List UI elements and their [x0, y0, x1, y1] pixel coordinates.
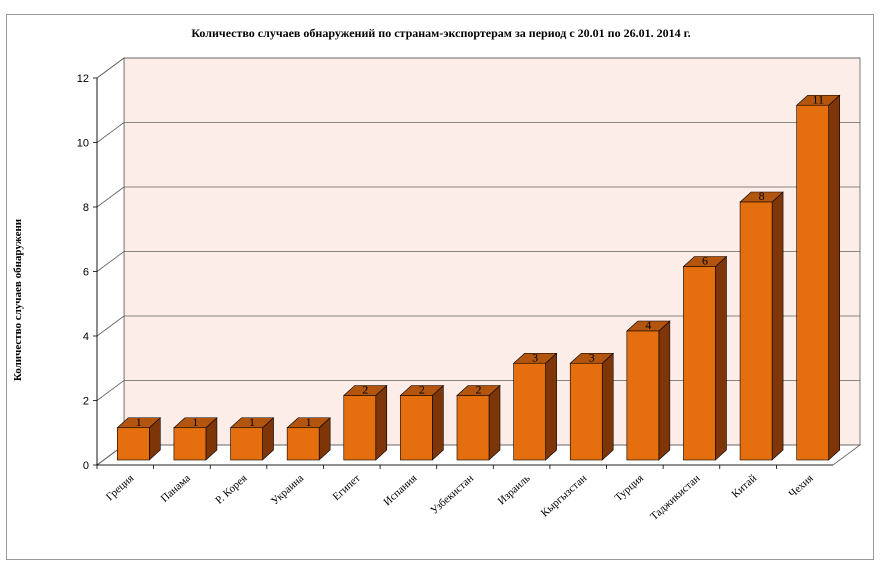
bar-front: [343, 395, 377, 461]
bar-side: [488, 384, 501, 461]
y-tick-label: 4: [83, 331, 89, 343]
bar-side: [432, 384, 444, 461]
data-label: 1: [192, 415, 198, 429]
bar-side: [828, 94, 840, 461]
gridline-diagonal: [96, 380, 125, 401]
gridline-diagonal: [96, 251, 125, 272]
data-label: 1: [136, 415, 142, 429]
gridline-diagonal: [96, 315, 125, 337]
data-label: 2: [476, 383, 482, 397]
bar-front: [117, 427, 150, 461]
bar: [116, 417, 162, 461]
bar: [456, 384, 501, 461]
bar-side: [375, 384, 388, 461]
bar-side: [545, 352, 557, 461]
bar-side: [601, 352, 614, 461]
gridline-diagonal: [96, 186, 125, 208]
x-tick-label: Чехия: [787, 472, 816, 500]
x-tick-label: Кыргызстан: [539, 472, 590, 519]
chart-title: Количество случаев обнаружений по страна…: [191, 26, 691, 40]
x-tick-label: Египет: [330, 472, 362, 503]
bar-front: [569, 362, 603, 461]
y-tick-label: 6: [83, 267, 89, 279]
data-label: 4: [645, 318, 651, 332]
x-tick-label: Израиль: [496, 472, 533, 507]
x-tick-label: Украина: [269, 472, 306, 507]
x-tick-label: Турция: [613, 472, 646, 504]
bar-side: [658, 320, 671, 461]
gridlines: [96, 57, 860, 466]
bars: [116, 94, 841, 461]
bar-front: [739, 201, 773, 461]
gridline-diagonal: [96, 57, 125, 79]
y-tick-label: 10: [77, 138, 89, 150]
bar-side: [771, 191, 784, 461]
bar: [682, 255, 728, 461]
y-tick-label: 0: [83, 460, 89, 472]
data-label: 1: [249, 415, 255, 429]
data-label: 8: [759, 189, 765, 203]
bar-front: [626, 330, 660, 461]
data-label: 11: [812, 92, 824, 106]
data-label: 3: [532, 350, 538, 364]
data-label: 1: [306, 415, 312, 429]
bar: [569, 352, 615, 461]
bar: [626, 320, 671, 461]
x-axis: Греция Панама Р. Корея Украина Египет Испания…: [96, 464, 833, 523]
data-label: 2: [362, 383, 368, 397]
x-tick-label: Испания: [381, 472, 419, 508]
data-label: 6: [702, 254, 708, 268]
bar: [173, 417, 218, 461]
data-label: 2: [419, 383, 425, 397]
bar: [229, 417, 275, 461]
y-tick-label: 8: [83, 202, 89, 214]
bar-front: [456, 395, 490, 461]
bar-side: [715, 255, 727, 461]
bar: [286, 417, 331, 461]
bar-front: [400, 395, 433, 461]
bar: [399, 384, 445, 461]
bar-front: [796, 104, 829, 461]
y-tick-label: 12: [77, 73, 89, 85]
bar-front: [683, 266, 716, 461]
x-tick-label: Таджикистан: [648, 472, 702, 523]
x-tick-label: Узбекистан: [428, 472, 476, 517]
bar: [342, 384, 388, 461]
bar: [739, 191, 784, 461]
gridline-diagonal: [96, 122, 125, 143]
data-label: 3: [589, 350, 595, 364]
bar-front: [513, 362, 546, 461]
y-tick-label: 2: [83, 396, 89, 408]
x-tick-label: Панама: [159, 472, 193, 505]
bar-front: [173, 427, 207, 461]
bar: [795, 94, 841, 461]
x-tick-label: Р. Корея: [213, 472, 249, 506]
x-tick-label: Греция: [104, 472, 136, 503]
y-axis: 0 2 4 6 8 10 12: [77, 73, 98, 472]
bar-front: [286, 427, 320, 461]
bar-front: [230, 427, 263, 461]
bar: [512, 352, 558, 461]
x-tick-label: Китай: [730, 472, 760, 500]
